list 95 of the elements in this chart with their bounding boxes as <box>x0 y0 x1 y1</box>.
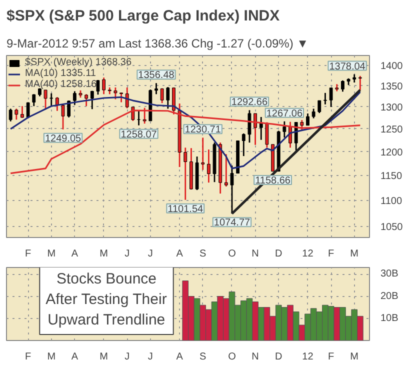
y-tick-label: 1100 <box>380 196 402 208</box>
candlestick <box>306 112 310 126</box>
candlestick <box>230 164 234 214</box>
x-tick-label: S <box>200 248 207 260</box>
candlestick <box>160 88 164 104</box>
x-tick-label: D <box>274 352 282 362</box>
annotation: 1292.66 <box>231 97 268 108</box>
candlestick <box>96 79 100 96</box>
candlestick <box>318 100 322 114</box>
x-tick-label: O <box>228 248 236 260</box>
x-tick-label: N <box>252 352 259 362</box>
x-tick-label: M <box>350 352 359 362</box>
y-tick-label: 1250 <box>380 124 404 136</box>
candlestick <box>358 75 362 91</box>
candlestick <box>72 90 76 106</box>
y-tick-label: 1350 <box>380 81 404 92</box>
candlestick <box>50 92 54 106</box>
candlestick <box>324 92 327 106</box>
annotation: 1101.54 <box>168 204 204 215</box>
annotation: 1158.66 <box>255 176 291 187</box>
candlestick <box>340 80 344 92</box>
annotation: 1378.04 <box>329 61 366 72</box>
candlestick <box>120 92 123 103</box>
x-tick-label: D <box>274 248 282 260</box>
candlestick <box>84 93 88 107</box>
annotation: 1249.05 <box>44 133 82 144</box>
candlestick <box>102 76 106 95</box>
x-tick-label: M <box>350 248 359 260</box>
x-tick-label: 12 <box>302 248 314 260</box>
x-tick-label: F <box>328 352 334 362</box>
y-tick-label: 1300 <box>380 102 404 114</box>
candlestick <box>282 120 286 138</box>
candlestick <box>254 112 258 146</box>
line-series <box>10 110 361 174</box>
annotation: 1230.71 <box>184 124 222 136</box>
y-tick-label: 1150 <box>380 171 402 182</box>
x-tick-label: J <box>148 248 153 260</box>
x-tick-label: F <box>25 352 32 362</box>
x-tick-label: N <box>252 248 259 260</box>
chart-subtitle: 9-Mar-2012 9:57 am Last 1368.36 Chg -1.27 (-0.09%) ▼ <box>6 36 309 50</box>
x-tick-label: J <box>124 248 130 260</box>
candlestick <box>8 108 12 122</box>
annotation: 1074.77 <box>214 218 251 229</box>
candlestick <box>32 93 36 107</box>
candlestick <box>184 146 188 201</box>
x-tick-label: A <box>176 352 184 362</box>
y-tick-label: 1050 <box>380 222 404 234</box>
y-tick-label: 1400 <box>380 60 404 72</box>
x-tick-label: F <box>25 248 32 260</box>
annotation: 1258.07 <box>120 129 158 140</box>
candlestick <box>67 100 71 118</box>
y-tick-label: 30B <box>380 268 399 280</box>
x-tick-label: M <box>100 248 108 260</box>
x-tick-label: S <box>200 352 207 362</box>
candlestick <box>55 96 59 112</box>
candlestick <box>166 86 170 110</box>
candlestick <box>125 86 129 109</box>
candlestick <box>201 136 205 171</box>
candlestick <box>26 102 30 119</box>
chart-title: $SPX (S&P 500 Large Cap Index) INDX <box>6 8 280 24</box>
x-tick-label: J <box>124 352 130 362</box>
y-tick-label: 1200 <box>380 147 404 158</box>
candlestick <box>329 87 333 108</box>
candlestick <box>242 132 246 157</box>
candlestick <box>14 108 18 120</box>
x-tick-label: M <box>100 352 108 362</box>
x-tick-label: M <box>47 352 56 362</box>
x-tick-label: 12 <box>302 352 314 362</box>
candlestick <box>312 108 316 119</box>
y-tick-label: 20B <box>380 290 399 302</box>
annotation: 1267.06 <box>266 108 303 120</box>
annotation: Stocks Bounce After Testing Their Upward Trendline <box>46 270 167 328</box>
x-tick-label: A <box>71 352 78 362</box>
legend-label: $SPX (Weekly) 1368.36 <box>25 57 132 68</box>
candlestick <box>142 107 146 124</box>
candlestick <box>259 116 263 141</box>
x-tick-label: F <box>328 248 334 260</box>
candlestick <box>61 104 65 130</box>
candlestick <box>20 105 24 119</box>
candlestick <box>154 82 158 95</box>
x-tick-label: J <box>148 352 153 362</box>
x-tick-label: A <box>176 248 184 260</box>
candlestick <box>300 119 304 131</box>
y-tick-label: 10B <box>380 312 399 324</box>
annotation: 1356.48 <box>138 70 175 82</box>
candlestick <box>90 90 94 110</box>
x-tick-label: M <box>47 248 56 260</box>
x-tick-label: A <box>71 248 78 260</box>
candlestick <box>114 86 118 100</box>
candlestick <box>206 148 210 184</box>
x-tick-label: O <box>228 352 236 362</box>
legend-label: MA(10) 1335.11 <box>25 68 96 79</box>
candlestick <box>248 109 252 144</box>
candlestick <box>224 153 228 188</box>
candlestick <box>44 89 48 110</box>
